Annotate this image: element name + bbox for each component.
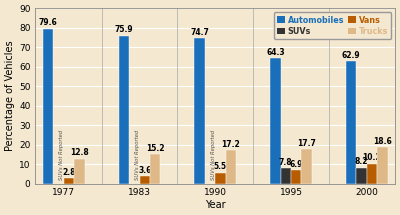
Legend: Automobiles, SUVs, Vans, Trucks: Automobiles, SUVs, Vans, Trucks xyxy=(274,12,391,39)
Text: 5.5: 5.5 xyxy=(214,163,227,171)
Text: 15.2: 15.2 xyxy=(146,144,164,153)
Text: 2.8: 2.8 xyxy=(62,168,76,177)
Bar xyxy=(74,159,85,183)
Text: 18.6: 18.6 xyxy=(373,137,392,146)
Text: SUVs Not Reported: SUVs Not Reported xyxy=(135,129,140,180)
Text: 75.9: 75.9 xyxy=(114,25,133,34)
Text: 8.2: 8.2 xyxy=(355,157,368,166)
Text: SUVs Not Reported: SUVs Not Reported xyxy=(59,129,64,180)
Text: 6.9: 6.9 xyxy=(290,160,303,169)
Bar xyxy=(140,177,150,183)
Bar xyxy=(194,38,205,183)
Bar xyxy=(377,147,388,183)
Text: 7.8: 7.8 xyxy=(279,158,293,167)
Y-axis label: Percentage of Vehicles: Percentage of Vehicles xyxy=(5,41,15,151)
Text: 3.6: 3.6 xyxy=(138,166,152,175)
Bar xyxy=(291,170,302,183)
Text: SUVs Not Reported: SUVs Not Reported xyxy=(211,129,216,180)
Text: 79.6: 79.6 xyxy=(39,18,58,27)
Text: 74.7: 74.7 xyxy=(190,28,209,37)
Bar xyxy=(346,61,356,183)
Bar xyxy=(226,150,236,183)
Bar xyxy=(302,149,312,183)
Text: 10.2: 10.2 xyxy=(363,153,381,162)
Text: 64.3: 64.3 xyxy=(266,48,285,57)
Bar xyxy=(280,168,291,183)
Text: 17.7: 17.7 xyxy=(297,139,316,148)
Bar xyxy=(356,167,367,183)
Bar xyxy=(43,29,53,183)
Bar xyxy=(270,58,280,183)
Bar xyxy=(367,164,377,183)
X-axis label: Year: Year xyxy=(205,200,226,210)
Bar xyxy=(119,36,129,183)
Bar xyxy=(215,173,226,183)
Text: 12.8: 12.8 xyxy=(70,148,89,157)
Text: 17.2: 17.2 xyxy=(222,140,240,149)
Bar xyxy=(64,178,74,183)
Text: 62.9: 62.9 xyxy=(342,51,360,60)
Bar xyxy=(150,154,160,183)
